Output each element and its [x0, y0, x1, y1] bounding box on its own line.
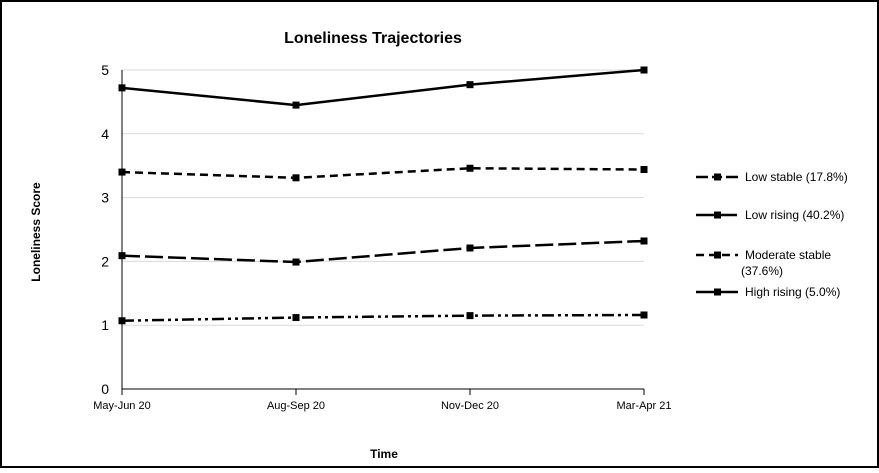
data-point-1-0 [118, 252, 126, 260]
data-point-3-2 [466, 81, 474, 89]
series-line-3 [121, 68, 645, 107]
x-axis-label: Time [370, 447, 398, 461]
legend: Low stable (17.8%) Low rising (40.2%) Mode… [696, 170, 848, 299]
x-tick-labels: May-Jun 20 Aug-Sep 20 Nov-Dec 20 Mar-Apr 21 [93, 400, 671, 412]
series-1 [118, 237, 648, 266]
gridlines [122, 69, 644, 326]
data-point-2-3 [640, 166, 648, 174]
y-tick-label-2: 2 [101, 253, 109, 269]
x-tick-label-3: Mar-Apr 21 [616, 400, 671, 412]
legend-label-2-1: (37.6%) [741, 264, 783, 278]
data-point-1-1 [292, 258, 300, 266]
series-lines [118, 66, 648, 325]
data-point-3-1 [292, 101, 300, 109]
data-point-3-3 [640, 66, 648, 74]
legend-swatch-marker-3 [714, 288, 721, 296]
x-tick-label-0: May-Jun 20 [93, 400, 150, 412]
y-axis-label: Loneliness Score [29, 182, 43, 282]
data-point-0-2 [466, 312, 474, 320]
y-tick-label-5: 5 [101, 62, 109, 78]
series-2 [118, 164, 648, 182]
data-point-1-3 [640, 237, 648, 245]
data-point-3-0 [118, 84, 126, 92]
legend-entry-3: High rising (5.0%) [696, 285, 840, 299]
data-point-2-0 [118, 168, 126, 176]
legend-label-3: High rising (5.0%) [745, 285, 840, 299]
y-tick-label-1: 1 [101, 317, 109, 333]
y-tick-label-4: 4 [101, 126, 109, 142]
legend-label-0: Low stable (17.8%) [745, 170, 848, 184]
data-point-2-2 [466, 164, 474, 172]
y-tick-label-3: 3 [101, 190, 109, 206]
legend-entry-1: Low rising (40.2%) [696, 208, 844, 222]
legend-entry-2: Moderate stable (37.6%) [696, 248, 831, 278]
legend-label-2-0: Moderate stable [745, 248, 831, 262]
series-line-1 [121, 239, 645, 264]
chart-title: Loneliness Trajectories [284, 30, 462, 47]
legend-swatch-marker-2 [714, 251, 721, 259]
y-tick-labels: 0 1 2 3 4 5 [101, 62, 109, 397]
x-tick-label-2: Nov-Dec 20 [441, 400, 499, 412]
y-tick-label-0: 0 [101, 381, 109, 397]
legend-swatch-marker-0 [714, 173, 721, 181]
axes [121, 70, 645, 395]
legend-swatch-marker-1 [714, 211, 721, 219]
data-point-0-0 [118, 317, 126, 325]
x-tick-label-1: Aug-Sep 20 [267, 400, 325, 412]
legend-label-1: Low rising (40.2%) [745, 208, 844, 222]
data-point-0-1 [292, 314, 300, 322]
data-point-0-3 [640, 311, 648, 319]
data-point-2-1 [292, 174, 300, 182]
series-3 [118, 66, 648, 109]
series-line-2 [121, 167, 645, 180]
data-point-1-2 [466, 244, 474, 252]
series-0 [118, 311, 648, 325]
legend-entry-0: Low stable (17.8%) [696, 170, 848, 184]
